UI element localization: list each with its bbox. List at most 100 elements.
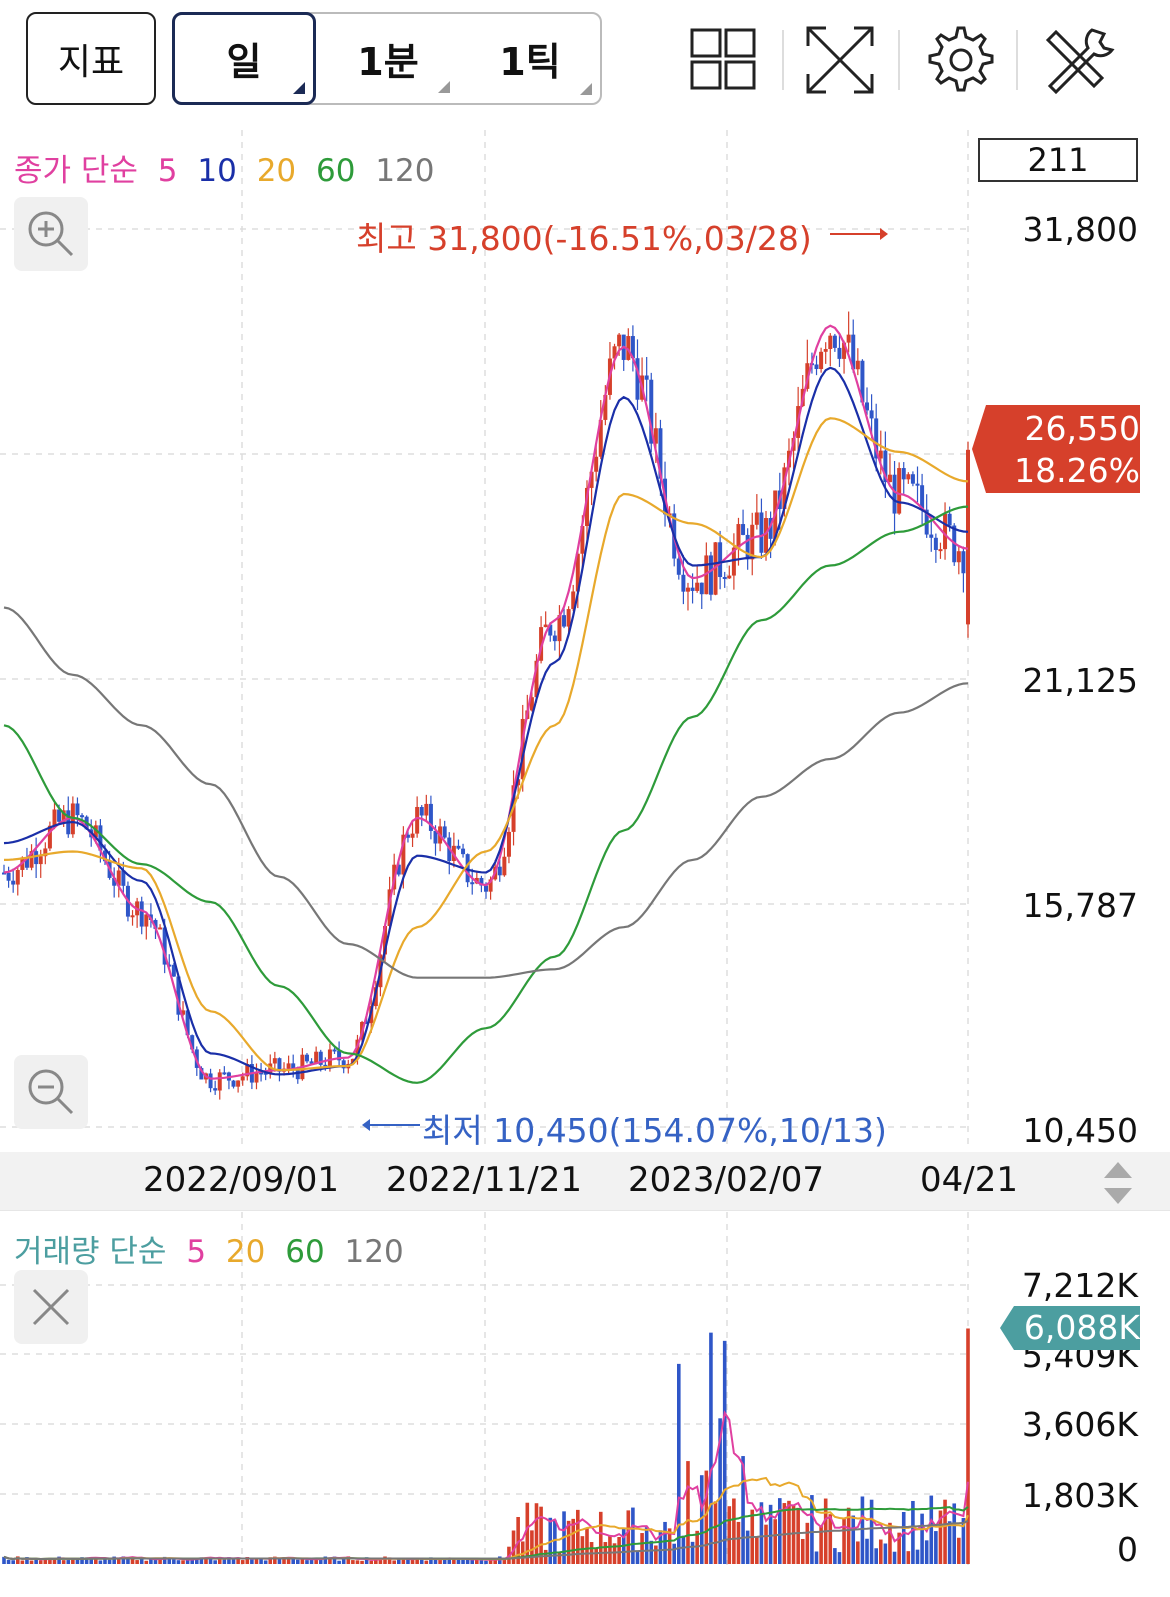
toolbar: 지표 일 1분 1틱 (0, 0, 1170, 130)
tools-icon[interactable] (1036, 20, 1116, 100)
indicator-button[interactable]: 지표 (26, 12, 156, 105)
candle-body (635, 358, 640, 400)
volume-bar (718, 1418, 722, 1564)
candle-body (47, 825, 52, 849)
volume-bar (401, 1559, 406, 1564)
volume-bars (2, 1328, 970, 1564)
legend-ma20: 20 (256, 153, 297, 189)
candle-body (57, 809, 62, 822)
candle-body (865, 402, 870, 411)
volume-tick: 0 (1117, 1530, 1138, 1569)
volume-legend[interactable]: 거래량 단순 5 20 60 120 (14, 1226, 414, 1271)
candle-body (158, 927, 163, 930)
candle-body (254, 1072, 259, 1083)
volume-bar (851, 1515, 856, 1564)
candle-body (318, 1051, 323, 1065)
candle-body (658, 428, 663, 479)
candle-body (906, 474, 911, 480)
candle-body (695, 582, 700, 591)
period-day-button[interactable]: 일 (172, 12, 316, 105)
volume-bar (291, 1558, 295, 1564)
candle-body (286, 1063, 291, 1069)
gear-icon[interactable] (918, 20, 998, 100)
volume-bar (328, 1557, 332, 1564)
volume-bar (888, 1522, 892, 1564)
volume-bar (318, 1558, 323, 1564)
period-tick-button[interactable]: 1틱 (460, 14, 600, 103)
volume-bar (865, 1538, 869, 1564)
close-volume-button[interactable] (14, 1270, 88, 1344)
volume-bar (667, 1528, 672, 1564)
candle-body (823, 349, 828, 352)
volume-bar (236, 1558, 240, 1564)
grid-layout-icon[interactable] (682, 20, 762, 100)
candle-body (543, 624, 548, 628)
candle-body (745, 534, 750, 560)
candle-body (819, 351, 824, 370)
volume-bar (640, 1533, 644, 1564)
candle-body (337, 1050, 342, 1061)
volume-bar (48, 1557, 52, 1564)
candle-body (456, 845, 461, 849)
volume-bar (309, 1558, 314, 1564)
volume-bar (167, 1558, 172, 1564)
dropdown-corner-icon (293, 82, 305, 94)
volume-bar (911, 1500, 915, 1564)
candle-body (497, 866, 502, 876)
volume-bar (355, 1560, 360, 1564)
volume-bar (126, 1557, 130, 1564)
volume-bar (878, 1539, 883, 1564)
candle-body (396, 864, 401, 875)
volume-bar (814, 1551, 819, 1564)
volume-bar (557, 1553, 562, 1564)
volume-bar (286, 1558, 291, 1564)
volume-bar (938, 1510, 943, 1564)
volume-ma-line-20 (3, 1476, 969, 1561)
legend-ma120: 120 (375, 153, 435, 189)
candle-body (15, 869, 20, 885)
current-price-tag: 26,550 18.26% (972, 405, 1140, 493)
current-volume: 6,088K (1023, 1308, 1140, 1347)
candle-body (11, 880, 16, 885)
zoom-out-button[interactable] (14, 1055, 88, 1129)
candle-body (75, 803, 80, 816)
stock-chart[interactable] (0, 130, 1170, 1597)
volume-bar (470, 1559, 475, 1564)
candle-body (594, 456, 599, 472)
volume-bar (608, 1536, 612, 1564)
candle-body (272, 1058, 277, 1064)
price-tick: 31,800 (1022, 210, 1138, 249)
volume-bar (52, 1558, 57, 1564)
price-tick: 15,787 (1022, 886, 1138, 925)
volume-bar (94, 1557, 98, 1564)
zoom-in-button[interactable] (14, 197, 88, 271)
candle-body (34, 851, 39, 865)
legend-ma60: 60 (316, 153, 356, 189)
volume-bar (15, 1556, 20, 1564)
volume-bar (686, 1461, 690, 1564)
axis-scroll-icon[interactable] (1100, 1160, 1136, 1206)
volume-bar (135, 1560, 139, 1564)
volume-bar (892, 1551, 897, 1564)
volume-bar (722, 1340, 727, 1564)
volume-ma-line-120 (3, 1519, 969, 1561)
volume-bar (773, 1519, 777, 1564)
candle-body (938, 549, 943, 552)
candle-body (860, 360, 865, 403)
fullscreen-expand-icon[interactable] (800, 20, 880, 100)
candle-body (933, 537, 938, 550)
volume-bar (332, 1556, 337, 1564)
volume-tick: 7,212K (1021, 1266, 1138, 1305)
candle-body (612, 346, 617, 359)
candle-body (759, 512, 764, 553)
period-minute-button[interactable]: 1분 (316, 14, 460, 103)
volume-legend-label: 거래량 단순 (14, 1234, 167, 1270)
candle-body (676, 558, 681, 575)
volume-bar (934, 1531, 938, 1564)
volume-bar (38, 1560, 43, 1564)
volume-moving-average-lines (3, 1410, 969, 1561)
candle-count-box[interactable]: 211 (978, 138, 1138, 182)
price-legend[interactable]: 종가 단순 5 10 20 60 120 (14, 145, 445, 190)
volume-bar (943, 1499, 947, 1564)
volume-bar (709, 1332, 713, 1564)
